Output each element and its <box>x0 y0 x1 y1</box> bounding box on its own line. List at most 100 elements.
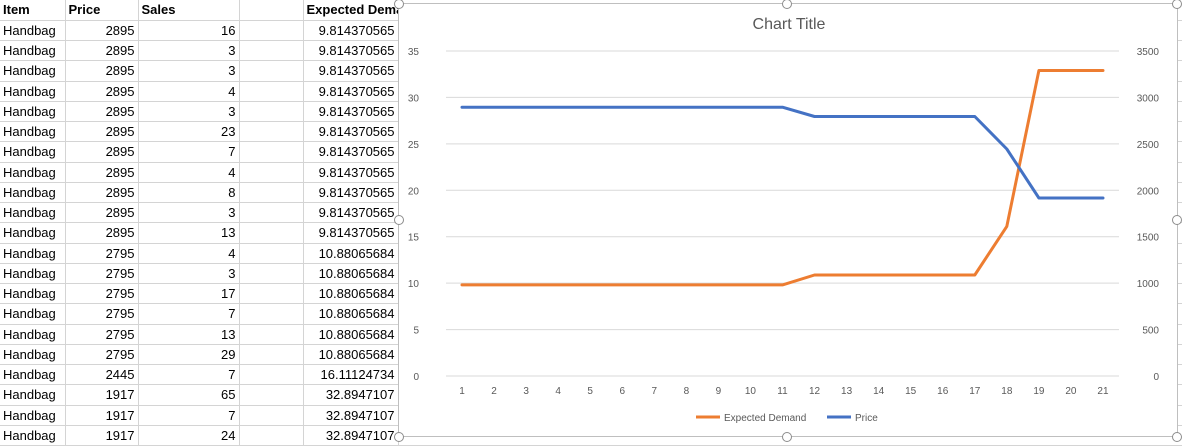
cell-item[interactable]: Handbag <box>0 40 66 62</box>
cell-price[interactable]: 2795 <box>65 344 139 366</box>
empty-cell[interactable] <box>239 384 304 406</box>
empty-cell[interactable] <box>239 121 304 143</box>
cell-item[interactable]: Handbag <box>0 222 66 244</box>
header-cell-item[interactable]: Item <box>0 0 66 21</box>
cell-sales[interactable]: 4 <box>138 81 240 102</box>
cell-item[interactable]: Handbag <box>0 60 66 82</box>
cell-price[interactable]: 2895 <box>65 182 139 204</box>
cell-sales[interactable]: 7 <box>138 405 240 426</box>
empty-cell[interactable] <box>239 303 304 325</box>
cell-price[interactable]: 2895 <box>65 162 139 183</box>
cell-price[interactable]: 2795 <box>65 263 139 285</box>
cell-item[interactable]: Handbag <box>0 243 66 264</box>
cell-sales[interactable]: 65 <box>138 384 240 406</box>
cell-sales[interactable]: 3 <box>138 101 240 123</box>
cell-item[interactable]: Handbag <box>0 162 66 183</box>
cell-item[interactable]: Handbag <box>0 405 66 426</box>
header-cell-sales[interactable]: Sales <box>138 0 240 21</box>
cell-item[interactable]: Handbag <box>0 324 66 345</box>
cell-price[interactable]: 2895 <box>65 40 139 62</box>
cell-price[interactable]: 2895 <box>65 202 139 224</box>
cell-expected-demand[interactable]: 9.814370565 <box>303 162 399 183</box>
cell-expected-demand[interactable]: 9.814370565 <box>303 20 399 42</box>
empty-cell[interactable] <box>239 182 304 204</box>
empty-cell[interactable] <box>239 162 304 183</box>
cell-sales[interactable]: 24 <box>138 425 240 446</box>
cell-sales[interactable]: 3 <box>138 40 240 62</box>
cell-item[interactable]: Handbag <box>0 344 66 366</box>
cell-price[interactable]: 1917 <box>65 425 139 446</box>
cell-expected-demand[interactable]: 9.814370565 <box>303 141 399 163</box>
resize-handle[interactable] <box>1172 432 1182 442</box>
empty-cell[interactable] <box>239 263 304 285</box>
cell-item[interactable]: Handbag <box>0 425 66 446</box>
cell-expected-demand[interactable]: 32.8947107 <box>303 384 399 406</box>
cell-sales[interactable]: 29 <box>138 344 240 366</box>
cell-item[interactable]: Handbag <box>0 263 66 285</box>
empty-cell[interactable] <box>239 20 304 42</box>
empty-cell[interactable] <box>239 81 304 102</box>
header-cell-expected-demand[interactable]: Expected Demand <box>303 0 419 21</box>
resize-handle[interactable] <box>782 432 792 442</box>
cell-expected-demand[interactable]: 10.88065684 <box>303 243 399 264</box>
cell-expected-demand[interactable]: 10.88065684 <box>303 324 399 345</box>
cell-sales[interactable]: 17 <box>138 283 240 305</box>
cell-price[interactable]: 1917 <box>65 384 139 406</box>
cell-price[interactable]: 2895 <box>65 222 139 244</box>
cell-price[interactable]: 2445 <box>65 364 139 386</box>
empty-cell[interactable] <box>239 0 304 21</box>
cell-price[interactable]: 2895 <box>65 60 139 82</box>
cell-price[interactable]: 2895 <box>65 20 139 42</box>
cell-item[interactable]: Handbag <box>0 101 66 123</box>
cell-expected-demand[interactable]: 10.88065684 <box>303 344 399 366</box>
empty-cell[interactable] <box>239 243 304 264</box>
cell-sales[interactable]: 7 <box>138 364 240 386</box>
cell-item[interactable]: Handbag <box>0 364 66 386</box>
empty-cell[interactable] <box>239 364 304 386</box>
empty-cell[interactable] <box>239 405 304 426</box>
cell-price[interactable]: 2895 <box>65 81 139 102</box>
resize-handle[interactable] <box>1172 215 1182 225</box>
cell-expected-demand[interactable]: 9.814370565 <box>303 202 399 224</box>
resize-handle[interactable] <box>782 0 792 9</box>
cell-item[interactable]: Handbag <box>0 81 66 102</box>
empty-cell[interactable] <box>239 324 304 345</box>
empty-cell[interactable] <box>239 283 304 305</box>
cell-sales[interactable]: 13 <box>138 222 240 244</box>
cell-price[interactable]: 1917 <box>65 405 139 426</box>
cell-item[interactable]: Handbag <box>0 182 66 204</box>
cell-sales[interactable]: 4 <box>138 162 240 183</box>
cell-item[interactable]: Handbag <box>0 20 66 42</box>
header-cell-price[interactable]: Price <box>65 0 139 21</box>
cell-expected-demand[interactable]: 9.814370565 <box>303 81 399 102</box>
cell-item[interactable]: Handbag <box>0 141 66 163</box>
cell-price[interactable]: 2795 <box>65 243 139 264</box>
resize-handle[interactable] <box>394 215 404 225</box>
cell-item[interactable]: Handbag <box>0 384 66 406</box>
cell-price[interactable]: 2895 <box>65 101 139 123</box>
cell-expected-demand[interactable]: 9.814370565 <box>303 121 399 143</box>
cell-expected-demand[interactable]: 9.814370565 <box>303 222 399 244</box>
cell-sales[interactable]: 3 <box>138 263 240 285</box>
empty-cell[interactable] <box>239 344 304 366</box>
empty-cell[interactable] <box>239 141 304 163</box>
cell-expected-demand[interactable]: 10.88065684 <box>303 303 399 325</box>
empty-cell[interactable] <box>239 40 304 62</box>
cell-expected-demand[interactable]: 16.11124734 <box>303 364 399 386</box>
cell-sales[interactable]: 7 <box>138 141 240 163</box>
cell-sales[interactable]: 3 <box>138 60 240 82</box>
cell-item[interactable]: Handbag <box>0 303 66 325</box>
cell-price[interactable]: 2795 <box>65 283 139 305</box>
cell-sales[interactable]: 8 <box>138 182 240 204</box>
empty-cell[interactable] <box>239 425 304 446</box>
resize-handle[interactable] <box>394 0 404 9</box>
empty-cell[interactable] <box>239 222 304 244</box>
cell-expected-demand[interactable]: 9.814370565 <box>303 40 399 62</box>
cell-expected-demand[interactable]: 32.8947107 <box>303 405 399 426</box>
cell-sales[interactable]: 23 <box>138 121 240 143</box>
resize-handle[interactable] <box>394 432 404 442</box>
cell-price[interactable]: 2895 <box>65 121 139 143</box>
cell-item[interactable]: Handbag <box>0 283 66 305</box>
cell-expected-demand[interactable]: 32.8947107 <box>303 425 399 446</box>
cell-sales[interactable]: 16 <box>138 20 240 42</box>
